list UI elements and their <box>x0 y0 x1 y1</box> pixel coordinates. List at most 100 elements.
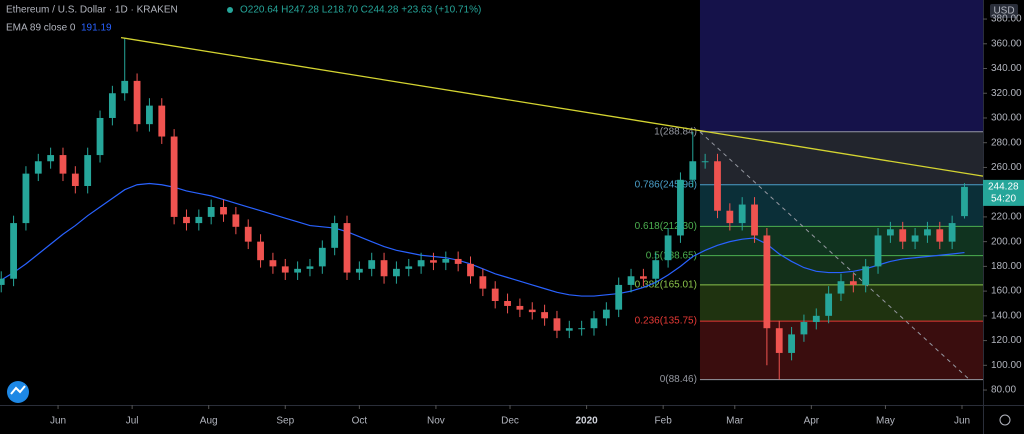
indicator-value: 191.19 <box>81 23 112 34</box>
candle-body <box>899 229 907 242</box>
candle-body <box>701 161 709 163</box>
last-price-tag <box>983 179 1024 206</box>
fib-band <box>699 184 983 227</box>
candle-body <box>627 276 635 285</box>
symbol-title: Ethereum / U.S. Dollar · 1D · KRAKEN <box>6 5 178 16</box>
x-tick-label: Nov <box>427 416 445 427</box>
x-tick-label: May <box>876 416 895 427</box>
settings-icon[interactable] <box>999 414 1011 426</box>
candle-body <box>825 293 833 316</box>
fib-band <box>699 321 983 380</box>
x-tick-label: 2020 <box>575 416 598 427</box>
candle-body <box>479 276 487 289</box>
fib-trend-line <box>699 131 970 380</box>
candle-body <box>10 223 17 279</box>
candle-body <box>0 278 5 285</box>
candle-body <box>565 328 573 331</box>
candle-body <box>961 186 968 217</box>
ohlc-text: O220.64 H247.28 L218.70 C244.28 +23.63 (… <box>240 5 481 16</box>
candle-body <box>578 328 586 330</box>
x-tick-label: Apr <box>804 416 820 427</box>
fib-label: 0.618(212.30) <box>635 221 697 232</box>
fib-band <box>699 131 983 185</box>
candle-body <box>788 334 795 353</box>
x-tick-label: Mar <box>726 416 744 427</box>
candle-body <box>602 309 610 319</box>
candle-body <box>936 229 944 242</box>
candle-body <box>22 173 30 224</box>
y-tick-label: 80.00 <box>991 385 1016 396</box>
plot-area: 1(288.84)0.786(245.96)0.618(212.30)0.5(1… <box>0 0 984 385</box>
candle-body <box>294 268 302 273</box>
candle-body <box>763 235 771 329</box>
candle-body <box>207 207 215 217</box>
y-tick-label: 380.00 <box>991 14 1022 25</box>
candle-body <box>726 210 734 224</box>
candle-body <box>343 223 351 273</box>
fib-label: 1(288.84) <box>654 126 697 137</box>
candle-body <box>368 260 376 269</box>
logo-icon <box>10 385 26 395</box>
currency-box <box>990 4 1018 18</box>
candle-body <box>269 260 277 267</box>
candle-body <box>417 260 425 267</box>
y-tick-label: 260.00 <box>991 162 1022 173</box>
y-tick-label: 340.00 <box>991 63 1022 74</box>
candle-body <box>121 80 129 94</box>
fib-band <box>699 0 983 132</box>
candle-body <box>689 161 697 180</box>
candle-body <box>183 216 190 224</box>
candle-body <box>281 266 289 273</box>
y-tick-label: 360.00 <box>991 38 1022 49</box>
y-tick-label: 120.00 <box>991 335 1022 346</box>
candle-body <box>84 155 92 186</box>
candle-body <box>948 223 956 242</box>
candle-body <box>71 173 79 186</box>
candle-body <box>59 155 67 174</box>
x-tick-label: Jul <box>126 416 139 427</box>
candle-body <box>232 214 240 227</box>
fib-label: 0.382(165.01) <box>635 280 697 291</box>
fib-label: 0.786(245.96) <box>635 179 697 190</box>
candle-body <box>108 93 116 118</box>
candle-body <box>677 179 684 236</box>
candle-body <box>146 105 153 125</box>
y-tick-label: 180.00 <box>991 261 1022 272</box>
candle-body <box>528 309 536 313</box>
candle-body <box>812 315 820 323</box>
candle-body <box>442 258 450 263</box>
candle-body <box>615 284 623 310</box>
candle-body <box>331 223 339 248</box>
y-tick-label: 320.00 <box>991 88 1022 99</box>
candle-body <box>257 241 264 261</box>
candle-body <box>886 229 894 236</box>
candle-body <box>306 266 314 269</box>
candle-body <box>244 226 252 242</box>
candle-body <box>837 281 845 294</box>
candle-body <box>430 260 437 263</box>
y-tick-label: 280.00 <box>991 137 1022 148</box>
candle-body <box>639 276 647 279</box>
x-tick-label: Feb <box>655 416 673 427</box>
candle-body <box>664 235 672 261</box>
candle-body <box>714 161 721 211</box>
x-tick-label: Aug <box>200 416 218 427</box>
candle-body <box>220 207 227 215</box>
candle-body <box>504 300 511 306</box>
candle-body <box>541 312 548 319</box>
y-tick-label: 220.00 <box>991 212 1022 223</box>
fib-label: 0(88.46) <box>660 374 697 385</box>
candle-body <box>158 105 166 137</box>
y-tick-label: 300.00 <box>991 113 1022 124</box>
candle-body <box>405 266 413 269</box>
fib-band <box>699 226 983 256</box>
candle-body <box>862 266 870 285</box>
candle-body <box>47 155 55 162</box>
indicator-label: EMA 89 close 0 <box>6 23 76 34</box>
y-tick-label: 200.00 <box>991 236 1022 247</box>
candle-body <box>195 216 203 224</box>
candle-body <box>590 318 598 329</box>
logo[interactable] <box>7 381 29 403</box>
